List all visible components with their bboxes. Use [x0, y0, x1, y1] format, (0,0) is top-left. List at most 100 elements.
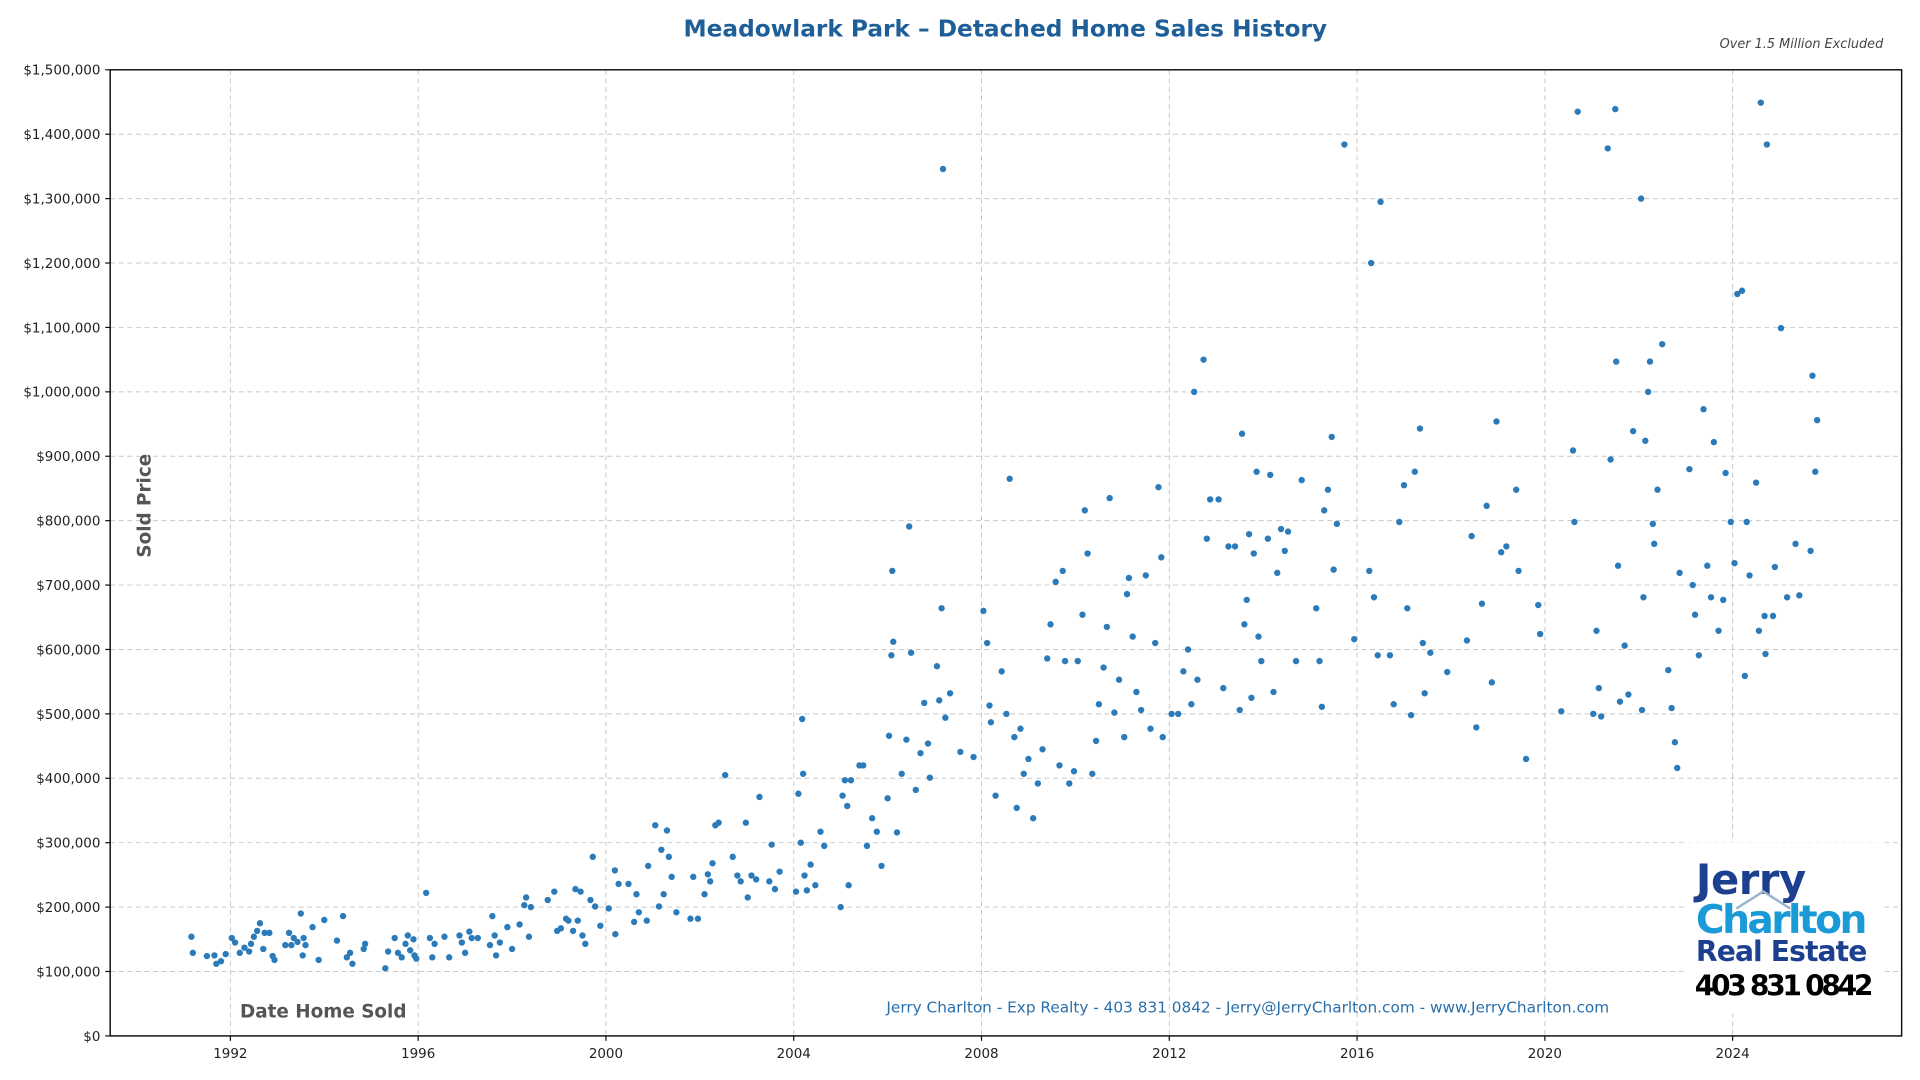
- data-point: [1574, 108, 1581, 115]
- data-point: [1710, 438, 1718, 446]
- data-point: [1614, 562, 1622, 569]
- data-point: [496, 939, 504, 946]
- data-point: [986, 702, 993, 709]
- chart-title: Meadowlark Park – Detached Home Sales Hi…: [684, 16, 1328, 43]
- data-point: [1025, 755, 1032, 763]
- data-point: [250, 933, 258, 940]
- data-point: [228, 934, 235, 942]
- data-point: [1092, 737, 1100, 745]
- data-point: [841, 777, 849, 784]
- data-point: [253, 927, 261, 935]
- data-point: [1396, 518, 1403, 526]
- data-point: [413, 955, 420, 962]
- data-point: [384, 948, 392, 955]
- data-point: [1370, 594, 1378, 601]
- data-point: [1390, 701, 1397, 708]
- data-point: [1147, 725, 1154, 732]
- data-point: [912, 786, 919, 794]
- data-point: [516, 921, 523, 928]
- data-point: [466, 928, 473, 935]
- data-point: [1812, 468, 1819, 475]
- data-point: [589, 853, 596, 861]
- data-point: [1089, 770, 1096, 777]
- data-point: [271, 956, 278, 964]
- data-point: [1613, 358, 1620, 365]
- data-point: [1248, 694, 1255, 701]
- data-point: [456, 932, 463, 939]
- data-point: [1674, 764, 1681, 772]
- data-point: [1642, 437, 1649, 444]
- data-point: [992, 792, 999, 799]
- data-point: [1155, 483, 1162, 491]
- data-point: [752, 876, 760, 883]
- data-point: [285, 929, 293, 937]
- data-point: [1374, 652, 1381, 659]
- house-roof-icon: [1735, 889, 1791, 910]
- data-point: [247, 940, 255, 947]
- logo-line1: Jerry: [1693, 855, 1806, 904]
- data-point: [1324, 486, 1332, 493]
- data-point: [611, 867, 619, 874]
- y-tick-label: $1,200,000: [23, 257, 100, 272]
- data-point: [349, 960, 356, 967]
- data-point: [1569, 447, 1577, 454]
- data-point: [798, 715, 806, 723]
- data-point: [1503, 543, 1510, 550]
- data-point: [917, 749, 924, 757]
- data-point: [885, 732, 893, 739]
- data-point: [1180, 668, 1187, 675]
- data-point: [1095, 701, 1103, 708]
- data-point: [1020, 770, 1027, 777]
- data-point: [1689, 581, 1696, 589]
- data-point: [1013, 804, 1020, 812]
- data-point: [577, 888, 584, 895]
- data-point: [1813, 416, 1821, 424]
- data-point: [1274, 569, 1281, 577]
- data-point: [398, 954, 405, 961]
- data-point: [1200, 356, 1207, 363]
- logo: Jerry Charlton Real Estate 403 831 0842: [1684, 842, 1881, 1014]
- data-point: [1796, 592, 1803, 599]
- data-point: [1159, 733, 1166, 741]
- data-point: [939, 165, 947, 173]
- data-point: [694, 915, 702, 922]
- data-point: [1625, 691, 1632, 698]
- data-point: [426, 934, 434, 942]
- data-point: [1129, 633, 1136, 640]
- data-point: [579, 932, 586, 939]
- data-point: [1558, 708, 1565, 715]
- data-point: [1734, 290, 1741, 298]
- data-point: [771, 885, 779, 893]
- data-point: [1571, 518, 1578, 526]
- data-point: [489, 912, 496, 920]
- y-tick-label: $600,000: [36, 643, 100, 658]
- data-point: [878, 862, 885, 870]
- data-point: [1121, 733, 1128, 741]
- y-tick-label: $200,000: [36, 901, 100, 916]
- data-point: [1659, 340, 1666, 348]
- data-point: [1231, 543, 1239, 550]
- data-point: [241, 944, 248, 951]
- data-point: [889, 567, 896, 575]
- data-point: [1168, 710, 1175, 718]
- data-point: [803, 887, 811, 894]
- data-point: [1637, 195, 1645, 202]
- data-point: [1755, 627, 1763, 634]
- data-point: [1292, 657, 1300, 665]
- data-point: [1066, 780, 1073, 787]
- data-point: [492, 952, 500, 959]
- x-tick-label: 2016: [1340, 1047, 1374, 1062]
- data-point: [508, 945, 516, 953]
- data-point: [1535, 601, 1542, 609]
- data-point: [582, 940, 589, 947]
- data-point: [491, 932, 498, 939]
- data-point: [715, 819, 722, 826]
- data-point: [333, 937, 341, 944]
- data-point: [1522, 755, 1530, 763]
- data-point: [1769, 612, 1777, 620]
- data-point: [1100, 664, 1107, 671]
- data-point: [544, 896, 551, 904]
- y-tick-label: $1,100,000: [23, 321, 100, 336]
- data-point: [1741, 672, 1749, 680]
- x-tick-label: 2008: [964, 1047, 998, 1062]
